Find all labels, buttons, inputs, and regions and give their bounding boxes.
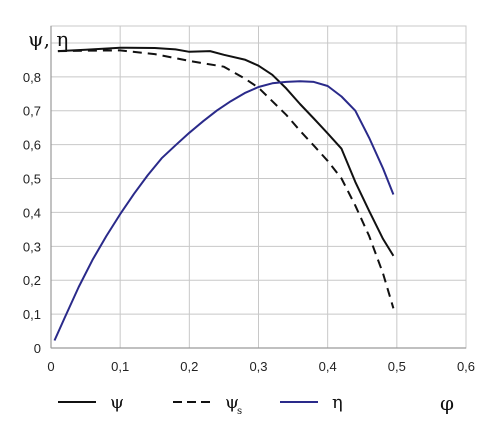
x-tick-label: 0,5 [388,359,406,374]
y-tick-label: 0,2 [23,273,41,288]
y-tick-label: 0,6 [23,138,41,153]
series-line-3 [53,80,395,341]
y-tick-label: 0,3 [23,239,41,254]
legend-label-subscript: s [237,406,242,417]
x-tick-label: 0,2 [180,359,198,374]
series-line-1 [57,46,395,257]
y-tick-label: 0,4 [23,205,41,220]
y-tick-label: 0,5 [23,172,41,187]
series-lines [53,46,395,341]
y-tick-label: 0,1 [23,307,41,322]
x-tick-label: 0,4 [319,359,337,374]
y-tick-label: 0,7 [23,104,41,119]
legend-label: ψ [225,392,239,413]
series-line-2 [57,49,395,309]
legend: ψ ψs η [58,392,343,417]
x-tick-label: 0,3 [249,359,267,374]
x-tick-label: 0,6 [457,359,475,374]
x-tick-label: 0,1 [111,359,129,374]
tick-labels: 0 0,1 0,2 0,3 0,4 0,5 0,6 0 0,1 0,2 0,3 0,4 0,5 0,6 0,… [23,70,475,374]
y-tick-label: 0 [34,341,41,356]
grid [50,25,467,349]
x-tick-label: 0 [47,359,54,374]
legend-label: η [332,392,343,413]
x-axis-label: φ [440,391,454,415]
legend-label: ψ [110,392,124,413]
y-tick-label: 0,8 [23,70,41,85]
y-axis-label: ψ, η [28,27,68,51]
